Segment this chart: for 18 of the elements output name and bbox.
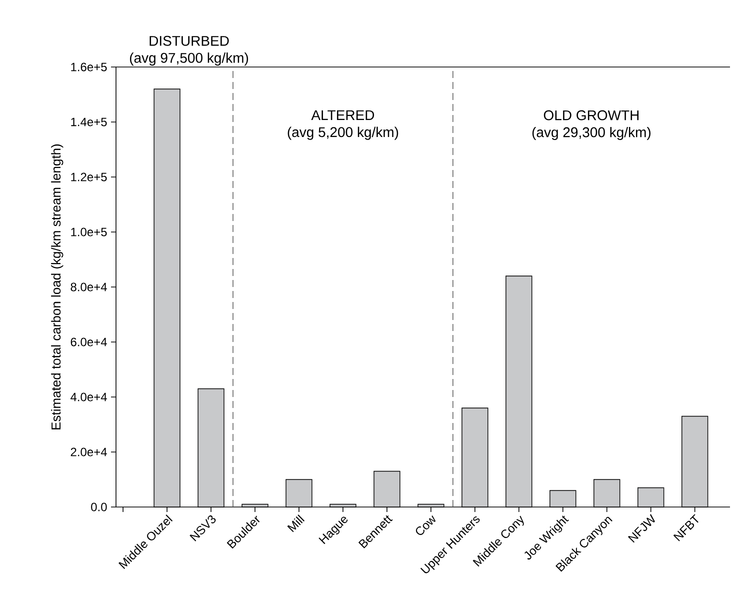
- annotation: OLD GROWTH: [544, 110, 639, 120]
- x-tick-label: Mill: [287, 514, 305, 532]
- x-tick-label: Cow: [416, 515, 436, 535]
- y-tick-label: 6.0e+4: [70, 338, 107, 346]
- annotation: (avg 5,200 kg/km): [288, 126, 398, 140]
- y-tick-label: 4.0e+4: [70, 392, 107, 402]
- y-tick-label: 1.6e+5: [71, 62, 107, 72]
- y-tick-label: 1.4e+5: [71, 118, 107, 126]
- y-tick-label: 1.0e+5: [71, 228, 107, 236]
- y-tick-label: 2.0e+4: [70, 448, 107, 456]
- text: DISTURBED: [150, 36, 229, 46]
- text: (avg 97,500 kg/km): [130, 52, 248, 66]
- y-tick-label: 1.2e+5: [71, 172, 107, 182]
- annotation: (avg 29,300 kg/km): [532, 126, 650, 140]
- y-tick-label: 8.0e+4: [70, 282, 107, 292]
- y-tick-label: 0.0: [91, 502, 107, 512]
- annotation: ALTERED: [311, 110, 374, 120]
- y-axis-title: Estimated total carbon load (kg/km stream length): [51, 144, 64, 430]
